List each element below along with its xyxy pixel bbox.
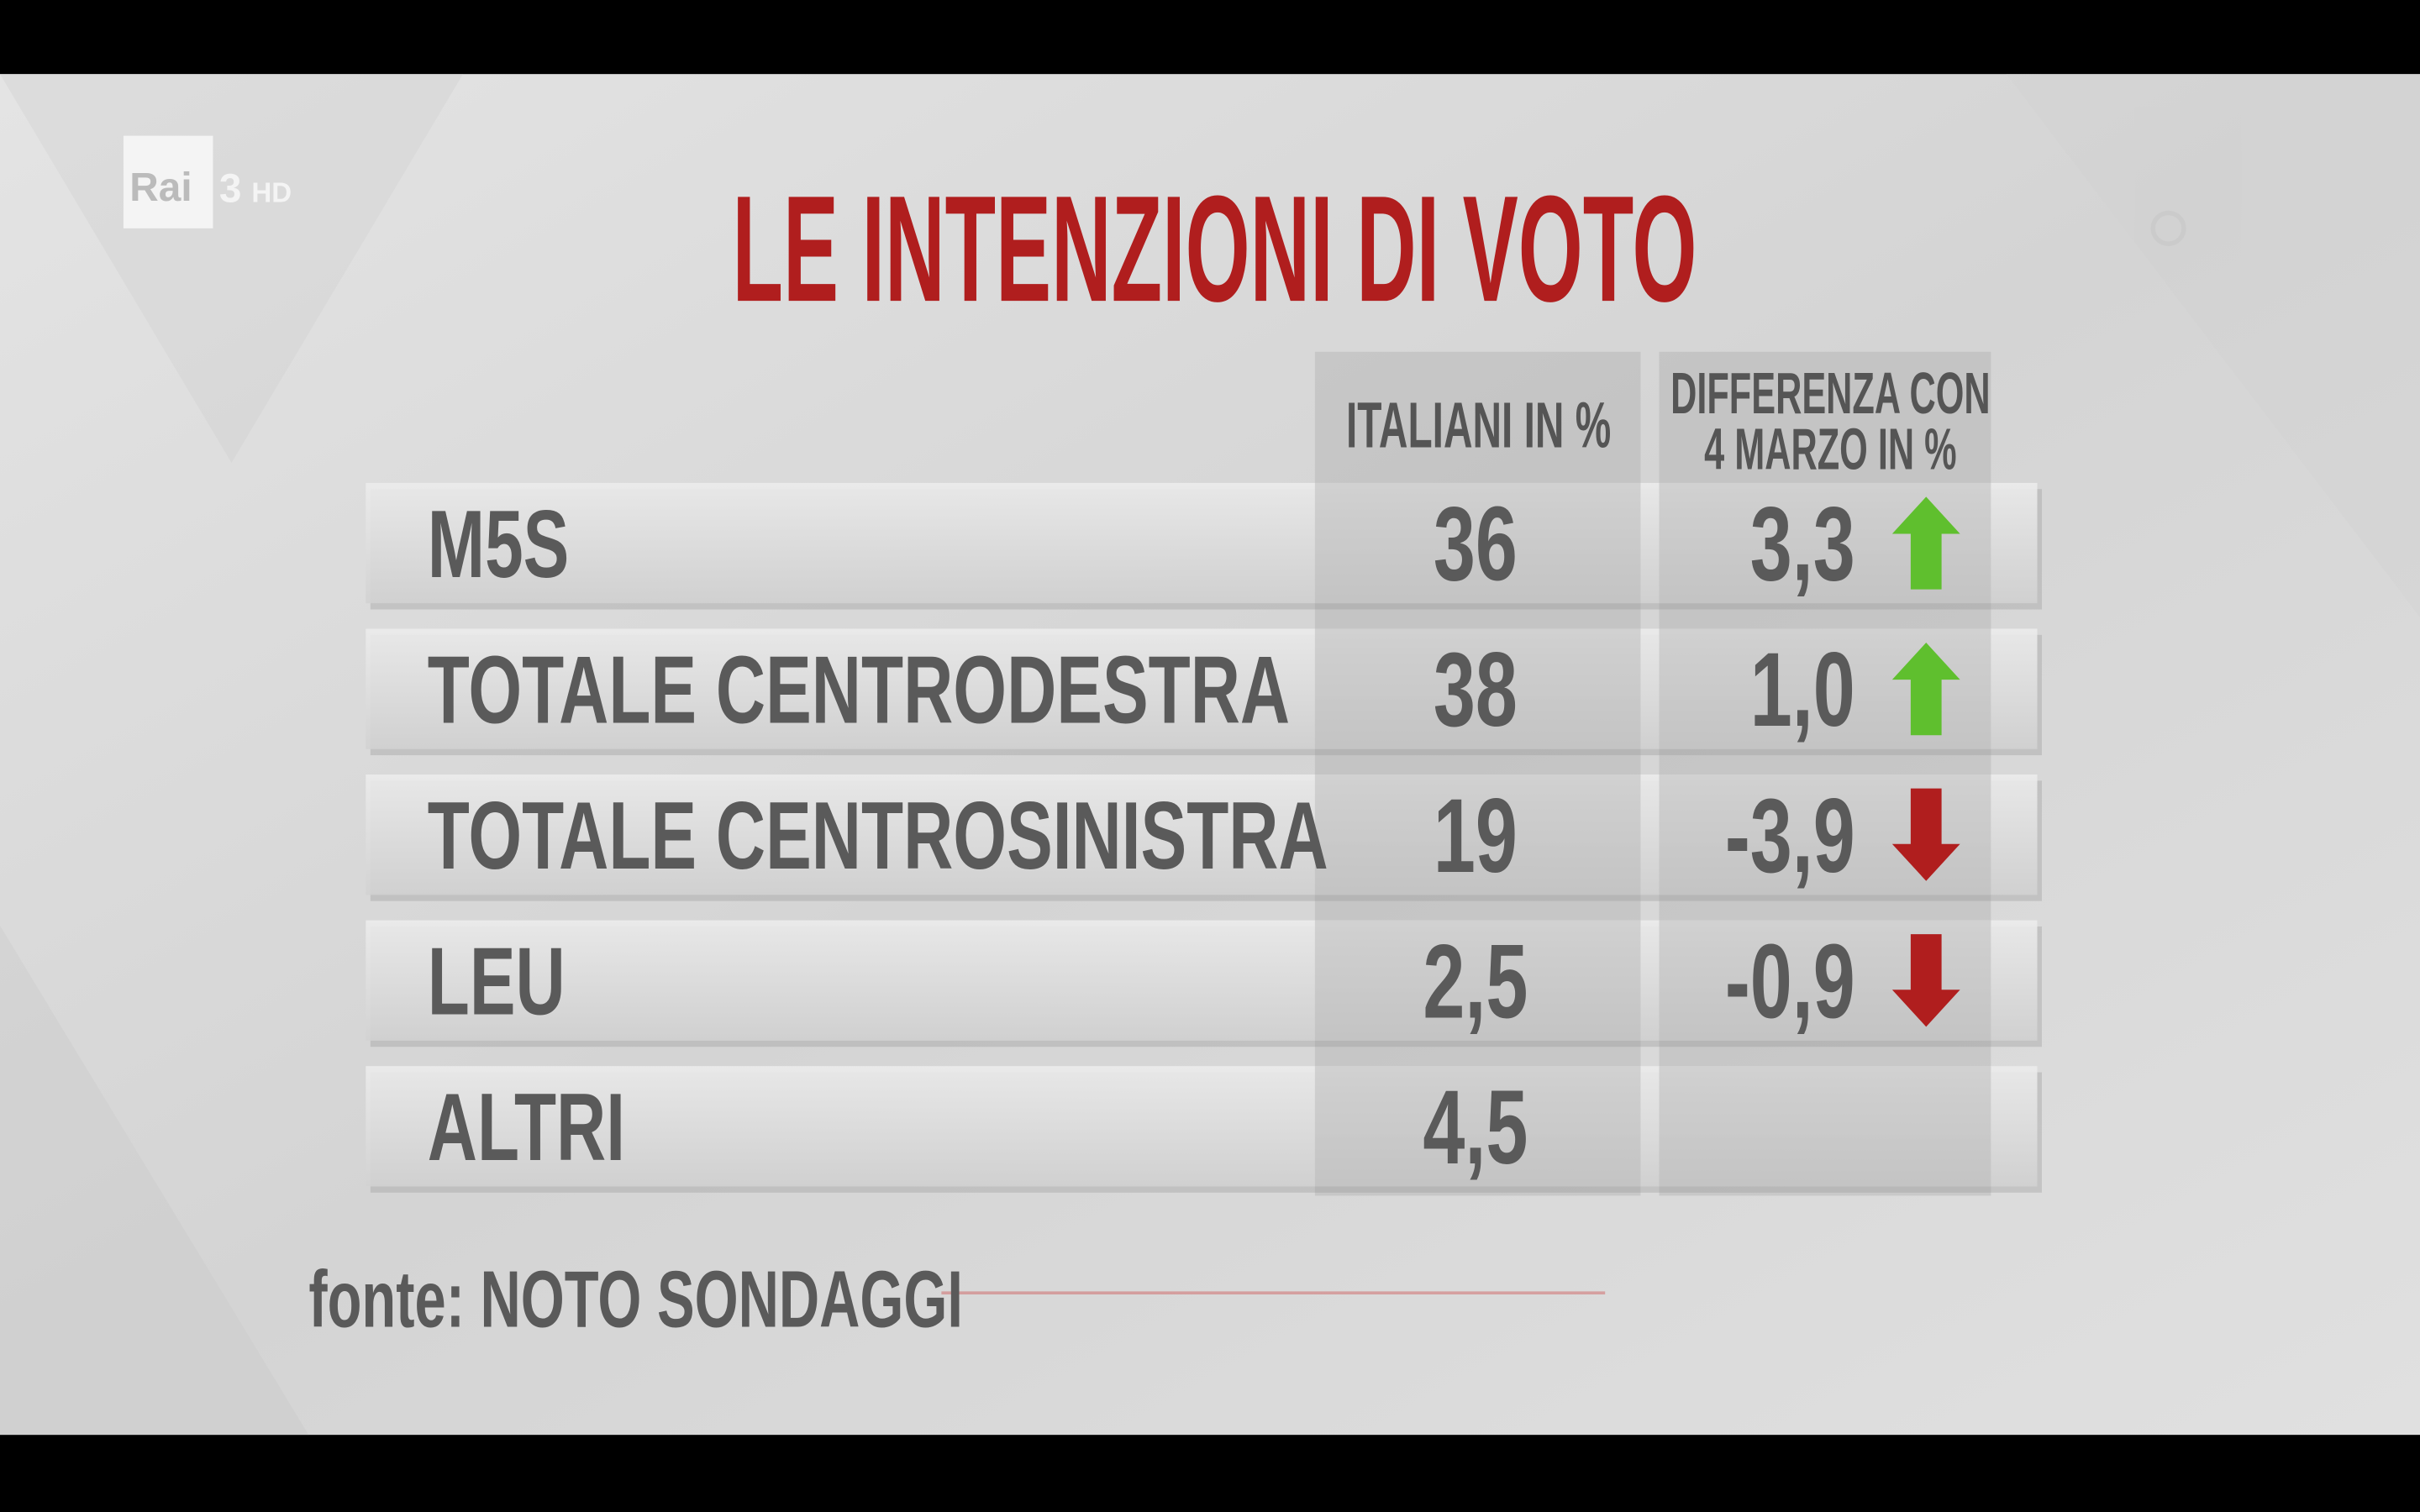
row-bar [366,628,2038,749]
differenza-value-group: -0,9 [1725,923,1855,1041]
arrow-up [1891,643,1960,736]
logo-channel: 3 [219,167,242,212]
row-cell [1314,774,1641,895]
italiani-value-group: 36 [1434,486,1518,603]
row-bar [366,1066,2038,1187]
column-header-group: DIFFERENZA CON [1670,361,1990,427]
party-name-group: TOTALE CENTRODESTRA [428,637,1290,743]
row-cell [1659,1066,1991,1187]
italiani-value: 19 [1434,777,1518,895]
column-header: DIFFERENZA CON [1670,361,1990,427]
party-name: ALTRI [428,1074,625,1181]
column-header-group: 4 MARZO IN % [1704,417,1956,482]
party-name: TOTALE CENTROSINISTRA [428,783,1328,890]
party-name: M5S [428,491,570,598]
row-cell [1314,920,1641,1041]
logo-brand: Rai [129,165,192,210]
italiani-value: 4,5 [1423,1068,1528,1186]
column-header-group: ITALIANI IN % [1346,389,1611,462]
italiani-value-group: 38 [1434,632,1518,749]
italiani-value-group: 2,5 [1423,923,1528,1041]
party-name-group: LEU [428,929,566,1036]
party-name: LEU [428,929,566,1036]
source-group: fonte: NOTO SONDAGGI [308,1255,963,1345]
differenza-value: 3,3 [1750,486,1855,603]
row-bar [366,482,2038,604]
column-header: ITALIANI IN % [1346,389,1611,462]
differenza-value: -0,9 [1725,923,1855,1041]
italiani-value: 2,5 [1423,923,1528,1041]
title: LE INTENZIONI DI VOTO [733,165,1697,333]
row-cell [1314,482,1641,604]
differenza-value-group: 3,3 [1750,486,1855,603]
row-cell [1314,1066,1641,1187]
row-bar [366,920,2038,1041]
italiani-value: 36 [1434,486,1518,603]
arrow-down [1891,934,1960,1027]
row-cell [1314,628,1641,749]
differenza-value-group: 1,0 [1750,632,1855,749]
differenza-value: 1,0 [1750,632,1855,749]
arrow-up [1891,496,1960,590]
party-name-group: TOTALE CENTROSINISTRA [428,783,1328,890]
logo-box [123,135,213,228]
differenza-value-group: -3,9 [1725,777,1855,895]
source: fonte: NOTO SONDAGGI [308,1255,963,1345]
party-name: TOTALE CENTRODESTRA [428,637,1290,743]
row-bar [366,774,2038,895]
background [0,74,2420,1436]
party-name-group: M5S [428,491,570,598]
arrow-down [1891,788,1960,881]
italiani-value-group: 4,5 [1423,1068,1528,1186]
differenza-value: -3,9 [1725,777,1855,895]
party-name-group: ALTRI [428,1074,625,1181]
italiani-value: 38 [1434,632,1518,749]
logo-quality: HD [251,178,292,209]
italiani-value-group: 19 [1434,777,1518,895]
column-header: 4 MARZO IN % [1704,417,1956,482]
